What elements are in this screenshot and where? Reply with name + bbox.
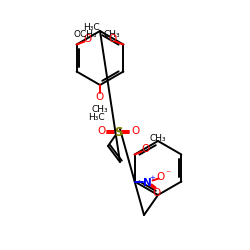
Text: O: O xyxy=(84,34,92,43)
Text: S: S xyxy=(114,126,122,138)
Text: O: O xyxy=(97,126,105,136)
Text: OCH₃: OCH₃ xyxy=(74,30,98,39)
Text: CH₃: CH₃ xyxy=(149,134,166,143)
Text: O: O xyxy=(96,92,104,102)
Text: O: O xyxy=(156,172,165,182)
Text: H₃C: H₃C xyxy=(83,23,100,32)
Text: H₃C: H₃C xyxy=(88,114,104,122)
Text: O: O xyxy=(152,188,161,198)
Text: N: N xyxy=(143,178,152,188)
Text: +: + xyxy=(150,176,156,182)
Text: O: O xyxy=(131,126,139,136)
Text: ⁻: ⁻ xyxy=(165,170,170,179)
Text: CH₃: CH₃ xyxy=(104,30,120,39)
Text: O: O xyxy=(142,144,150,154)
Text: CH₃: CH₃ xyxy=(92,104,108,114)
Text: O: O xyxy=(108,34,116,43)
